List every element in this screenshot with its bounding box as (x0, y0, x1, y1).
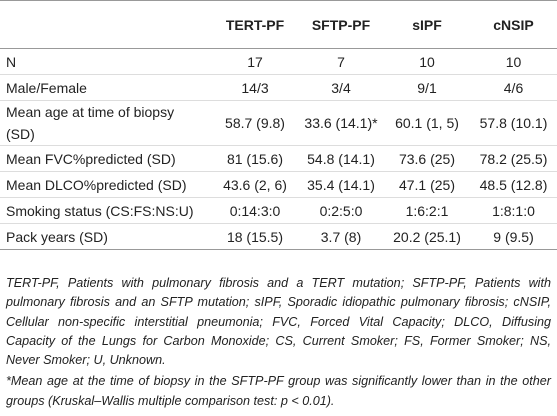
table-cell: 0:2:5:0 (298, 197, 384, 224)
table-row: Pack years (SD) 18 (15.5) 3.7 (8) 20.2 (25.… (0, 223, 557, 250)
header-cell (0, 0, 212, 49)
table-row: Mean DLCO%predicted (SD) 43.6 (2, 6) 35.4 … (0, 171, 557, 198)
row-label: Mean age at time of biopsy (SD) (0, 100, 212, 146)
table-cell: 7 (298, 48, 384, 75)
header-row: TERT-PF SFTP-PF sIPF cNSIP (0, 0, 557, 49)
row-label: Male/Female (0, 74, 212, 101)
table-cell: 1:8:1:0 (470, 197, 557, 224)
table-cell: 47.1 (25) (384, 171, 470, 198)
table-cell: 3/4 (298, 74, 384, 101)
table-cell: 1:6:2:1 (384, 197, 470, 224)
table-cell: 48.5 (12.8) (470, 171, 557, 198)
footnotes: TERT-PF, Patients with pulmonary fibrosi… (6, 274, 551, 413)
table-cell: 54.8 (14.1) (298, 145, 384, 172)
table-cell: 57.8 (10.1) (470, 100, 557, 146)
column-header: SFTP-PF (298, 0, 384, 49)
table-cell: 73.6 (25) (384, 145, 470, 172)
table-cell: 3.7 (8) (298, 223, 384, 250)
row-label: Mean FVC%predicted (SD) (0, 145, 212, 172)
table-cell: 78.2 (25.5) (470, 145, 557, 172)
table-cell: 9/1 (384, 74, 470, 101)
table-cell: 60.1 (1, 5) (384, 100, 470, 146)
table-cell: 20.2 (25.1) (384, 223, 470, 250)
table-cell: 10 (470, 48, 557, 75)
footnote: TERT-PF, Patients with pulmonary fibrosi… (6, 276, 551, 368)
table-cell: 58.7 (9.8) (212, 100, 298, 146)
row-label: N (0, 48, 212, 75)
row-label: Pack years (SD) (0, 223, 212, 250)
table-row: Mean FVC%predicted (SD) 81 (15.6) 54.8 (14… (0, 145, 557, 172)
table-row: N 17 7 10 10 (0, 48, 557, 75)
table-cell: 17 (212, 48, 298, 75)
table-cell: 10 (384, 48, 470, 75)
row-label: Smoking status (CS:FS:NS:U) (0, 197, 212, 224)
table-cell: 81 (15.6) (212, 145, 298, 172)
column-header: cNSIP (470, 0, 557, 49)
table-cell: 14/3 (212, 74, 298, 101)
table-cell: 0:14:3:0 (212, 197, 298, 224)
table-row: Male/Female 14/3 3/4 9/1 4/6 (0, 74, 557, 101)
column-header: TERT-PF (212, 0, 298, 49)
row-label: Mean DLCO%predicted (SD) (0, 171, 212, 198)
table-cell: 43.6 (2, 6) (212, 171, 298, 198)
data-table: TERT-PF SFTP-PF sIPF cNSIP N 17 7 10 10 Male/Fem… (0, 0, 557, 250)
table-cell: 18 (15.5) (212, 223, 298, 250)
column-header: sIPF (384, 0, 470, 49)
table-cell: 33.6 (14.1)* (298, 100, 384, 146)
table-row: Smoking status (CS:FS:NS:U) 0:14:3:0 0:2:5… (0, 197, 557, 224)
table-cell: 35.4 (14.1) (298, 171, 384, 198)
table-row: Mean age at time of biopsy (SD) 58.7 (9.8… (0, 100, 557, 146)
table-cell: 9 (9.5) (470, 223, 557, 250)
footnote: *Mean age at the time of biopsy in the S… (6, 374, 551, 408)
table-cell: 4/6 (470, 74, 557, 101)
